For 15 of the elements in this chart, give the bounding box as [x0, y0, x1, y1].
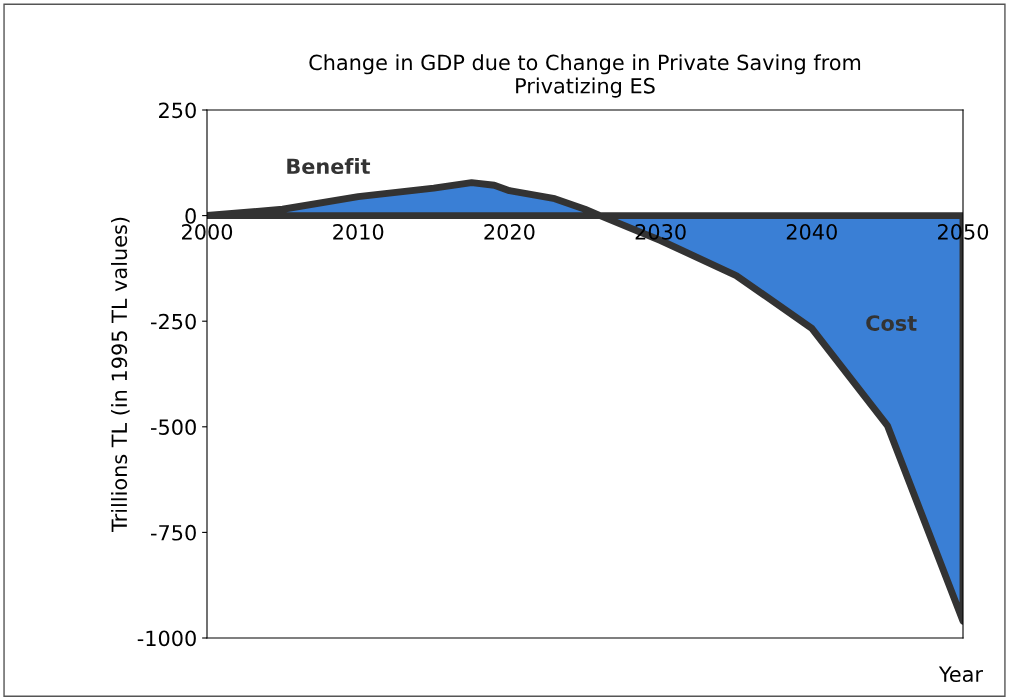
- y-tick-label: 250: [159, 102, 196, 119]
- y-tick-label: -750: [151, 524, 196, 541]
- y-tick-label: 0: [185, 208, 196, 224]
- y-tick-label: -500: [151, 419, 196, 436]
- x-axis-title: Year: [938, 666, 983, 683]
- y-tick-label: -250: [151, 313, 196, 330]
- annotation: Benefit: [287, 158, 371, 175]
- y-tick-label: -1000: [137, 630, 196, 647]
- x-tick-label: 2050: [938, 223, 989, 240]
- x-tick-label: 2040: [786, 223, 837, 240]
- chart-title: Change in GDP due to Change in Private Saving from Privatizing ES: [309, 54, 861, 98]
- annotation: Cost: [866, 315, 917, 331]
- x-tick-label: 2010: [333, 223, 384, 240]
- y-axis-title: Trillions TL (in 1995 TL values): [111, 217, 130, 533]
- x-tick-label: 2020: [484, 223, 535, 240]
